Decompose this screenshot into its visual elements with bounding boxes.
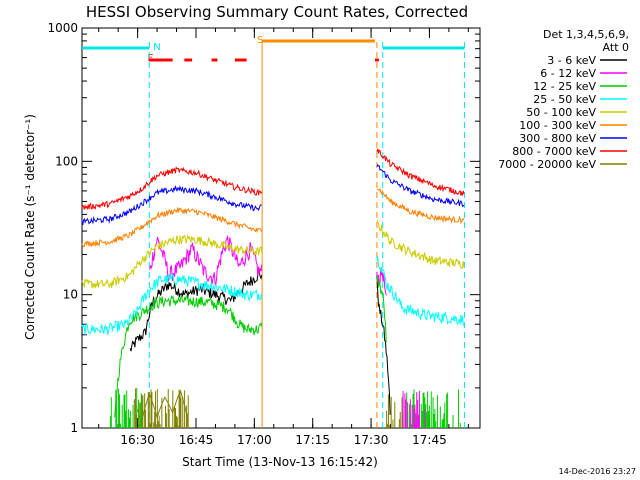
- series-line: [149, 235, 387, 296]
- y-tick-label: 10: [63, 288, 78, 302]
- x-tick-label: 17:00: [237, 433, 272, 447]
- footer-timestamp: 14-Dec-2016 23:27: [559, 467, 636, 476]
- series-line: [81, 148, 465, 211]
- x-axis-label: Start Time (13-Nov-13 16:15:42): [182, 455, 378, 469]
- y-tick-label: 1000: [47, 21, 78, 35]
- annotation-label: F: [147, 53, 153, 64]
- y-tick-label: 100: [55, 154, 78, 168]
- legend-label: 300 - 800 keV: [519, 132, 596, 145]
- legend-label: 6 - 12 keV: [540, 67, 596, 80]
- legend-label: 7000 - 20000 keV: [498, 158, 596, 171]
- legend-label: 800 - 7000 keV: [512, 145, 596, 158]
- x-tick-label: 17:30: [354, 433, 389, 447]
- series-line: [129, 271, 391, 415]
- series-line: [81, 219, 465, 289]
- series-line: [81, 256, 465, 336]
- chart-title: HESSI Observing Summary Count Rates, Cor…: [86, 3, 468, 21]
- legend-label: 25 - 50 keV: [533, 93, 596, 106]
- y-axis-label: Corrected Count Rate (s⁻¹ detector⁻¹): [23, 114, 37, 340]
- series-line: [114, 276, 387, 418]
- legend-title: Det 1,3,4,5,6,9,: [543, 28, 629, 41]
- legend-label: 100 - 300 keV: [519, 119, 596, 132]
- annotation-label: S: [257, 35, 263, 46]
- plot-area: 1 10 100 1000 16:30 16:45 17:00 17:15 17:30 17:45…: [47, 21, 481, 447]
- x-tick-label: 17:15: [295, 433, 330, 447]
- x-tick-label: 16:30: [120, 433, 155, 447]
- legend-subtitle: Att 0: [603, 41, 629, 54]
- plot-frame: [81, 27, 481, 429]
- x-tick-label: 17:45: [412, 433, 447, 447]
- legend-label: 50 - 100 keV: [526, 106, 596, 119]
- legend-label: 12 - 25 keV: [533, 80, 596, 93]
- series-line: [81, 187, 465, 248]
- legend-label: 3 - 6 keV: [547, 54, 596, 67]
- x-tick-label: 16:45: [179, 433, 214, 447]
- annotation-label: N: [153, 42, 160, 53]
- series-line: [81, 164, 465, 225]
- y-tick-label: 1: [70, 421, 78, 435]
